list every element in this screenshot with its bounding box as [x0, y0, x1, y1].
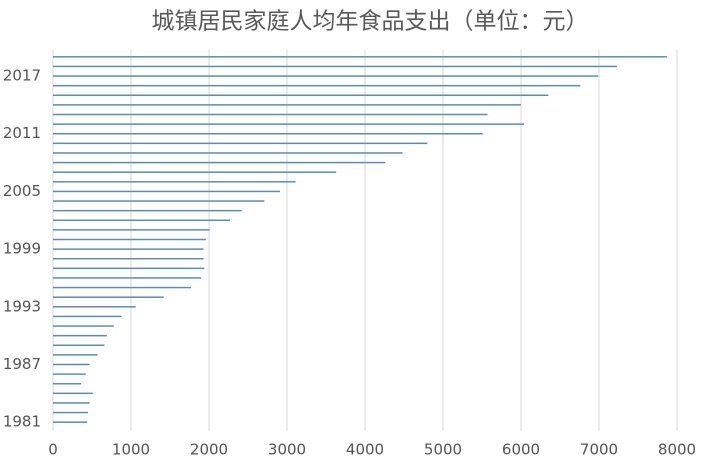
- x-tick-label: 3000: [268, 441, 306, 459]
- bar: [53, 181, 296, 183]
- bar: [53, 248, 204, 250]
- y-tick-label: 1987: [3, 355, 41, 373]
- bar: [53, 123, 525, 125]
- y-tick-label: 2017: [3, 67, 41, 85]
- bar: [53, 84, 581, 87]
- bar: [53, 296, 164, 298]
- bar: [53, 113, 488, 116]
- bar: [53, 421, 88, 423]
- x-tick-label: 4000: [346, 441, 384, 459]
- x-tick-label: 0: [48, 441, 58, 459]
- bar: [53, 277, 202, 279]
- bar: [53, 142, 428, 145]
- bar: [53, 334, 107, 337]
- bar: [53, 382, 82, 385]
- bar: [53, 411, 89, 414]
- x-tick-label: 8000: [658, 441, 696, 459]
- bar: [53, 306, 136, 308]
- bar: [53, 152, 403, 154]
- bar: [53, 56, 667, 58]
- x-tick-label: 6000: [502, 441, 540, 459]
- bar: [53, 402, 90, 404]
- bar: [53, 161, 386, 164]
- x-tick-label: 1000: [112, 441, 150, 459]
- bar: [53, 354, 98, 356]
- bar: [53, 229, 210, 231]
- bar: [53, 267, 205, 270]
- bar: [53, 219, 231, 222]
- bar: [53, 373, 86, 375]
- bar: [53, 286, 192, 289]
- x-tick-label: 2000: [190, 441, 228, 459]
- y-tick-label: 1993: [3, 297, 41, 315]
- x-tick-label: 7000: [580, 441, 618, 459]
- y-tick-label: 2005: [3, 182, 41, 200]
- y-tick-label: 2011: [3, 124, 41, 142]
- chart-title: 城镇居民家庭人均年食品支出（单位：元）: [152, 9, 589, 35]
- bar: [53, 363, 90, 366]
- bar: [53, 104, 521, 106]
- bar: [53, 94, 549, 97]
- bar: [53, 315, 122, 318]
- bar: [53, 238, 206, 241]
- bar: [53, 65, 617, 68]
- y-tick-label: 1999: [3, 240, 41, 258]
- bar: [53, 200, 265, 202]
- bar: [53, 132, 483, 135]
- bar: [53, 344, 105, 347]
- bar: [53, 209, 242, 212]
- bar: [53, 75, 599, 77]
- y-tick-label: 1981: [3, 413, 41, 431]
- x-tick-label: 5000: [424, 441, 462, 459]
- bar: [53, 190, 280, 193]
- bar: [53, 171, 337, 173]
- bar: [53, 325, 114, 327]
- bar: [53, 392, 93, 395]
- bar: [53, 257, 204, 260]
